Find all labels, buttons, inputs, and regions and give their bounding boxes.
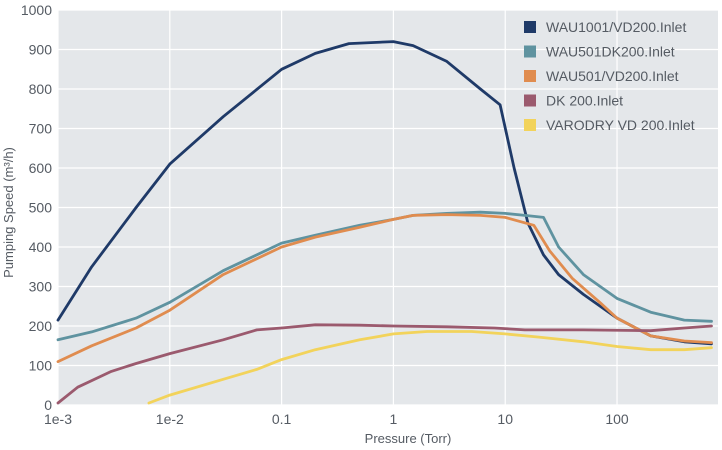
legend-label: WAU501DK200.Inlet xyxy=(546,44,675,60)
y-tick-label: 400 xyxy=(29,239,53,255)
x-tick-label: 1 xyxy=(390,411,398,427)
x-tick-label: 0.1 xyxy=(272,411,292,427)
x-tick-label: 1e-2 xyxy=(156,411,184,427)
series-line-5 xyxy=(147,330,713,405)
legend-swatch xyxy=(524,21,536,33)
y-tick-label: 0 xyxy=(44,397,52,413)
series-line-4 xyxy=(56,323,713,405)
y-tick-label: 700 xyxy=(29,121,53,137)
y-tick-label: 100 xyxy=(29,358,53,374)
y-tick-label: 900 xyxy=(29,42,53,58)
x-axis-title: Pressure (Torr) xyxy=(365,431,452,446)
legend-swatch xyxy=(524,70,536,82)
legend-label: WAU1001/VD200.Inlet xyxy=(546,19,686,35)
legend-swatch xyxy=(524,119,536,131)
y-tick-label: 600 xyxy=(29,160,53,176)
x-tick-label: 100 xyxy=(605,411,629,427)
series-lines xyxy=(56,40,713,405)
series-line-3 xyxy=(56,213,713,363)
y-axis-title: Pumping Speed (m³/h) xyxy=(1,147,16,278)
y-tick-label: 500 xyxy=(29,200,53,216)
legend-swatch xyxy=(524,45,536,58)
tick-labels: 0 100 200 300 400 500 600 700 800 900 1000 1e-3 1e-2… xyxy=(21,2,629,427)
legend-label: VARODRY VD 200.Inlet xyxy=(546,117,695,133)
legend: WAU1001/VD200.Inlet WAU501DK200.Inlet WAU5… xyxy=(524,19,695,133)
y-tick-label: 1000 xyxy=(21,2,52,18)
x-tick-label: 1e-3 xyxy=(44,411,72,427)
legend-label: WAU501/VD200.Inlet xyxy=(546,68,679,84)
legend-label: DK 200.Inlet xyxy=(546,93,623,109)
legend-swatch xyxy=(524,94,536,107)
y-tick-label: 800 xyxy=(29,81,53,97)
series-line-1 xyxy=(56,40,713,346)
y-tick-label: 300 xyxy=(29,279,53,295)
y-tick-label: 200 xyxy=(29,318,53,334)
x-tick-label: 10 xyxy=(497,411,513,427)
